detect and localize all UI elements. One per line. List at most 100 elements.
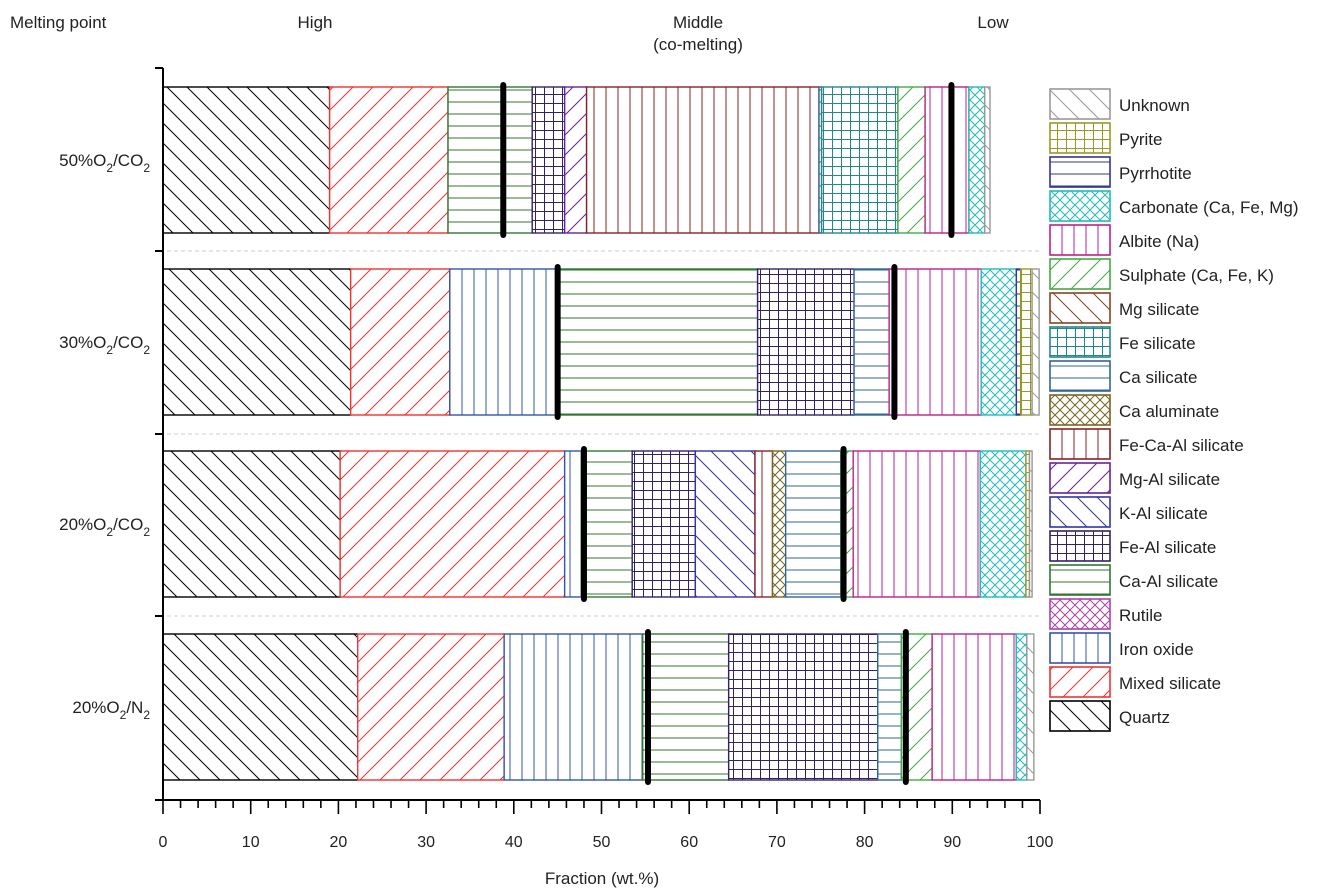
bar-segment-k-al-silicate [694,450,756,598]
low-label: Low [977,13,1009,32]
legend-label: Ca aluminate [1119,402,1219,421]
x-tick-label: 90 [943,834,961,851]
category-label: 50%O2/CO2 [59,151,150,175]
bar-segment-mixed-silicate [328,86,449,234]
x-tick-label: 100 [1027,834,1054,851]
legend-swatch-ca-aluminate [1049,394,1111,426]
legend-label: Fe-Ca-Al silicate [1119,436,1244,455]
legend-swatch-ca-al-silicate [1049,564,1111,596]
legend-label: Rutile [1119,606,1162,625]
bar-segment-ca-al-silicate [555,268,759,416]
legend-label: Fe-Al silicate [1119,538,1216,557]
legend-swatch-mixed-silicate [1049,666,1111,698]
bar-segment-fe-al-silicate [727,633,879,781]
bar-segment-mg-al-silicate [563,86,588,234]
bar-segment-ca-silicate [877,633,903,781]
bar-segment-albite-na [852,450,982,598]
legend-label: Ca-Al silicate [1119,572,1218,591]
legend-swatch-pyrite [1049,122,1111,154]
legend-swatch-fe-silicate [1049,326,1111,358]
bar-segment-unknown [984,86,991,234]
melting-point-label: Melting point [10,13,107,32]
bar-segment-pyrite [1020,268,1033,416]
legend-label: Pyrite [1119,130,1162,149]
legend-swatch-quartz [1049,700,1111,732]
bar-segment-ca-al-silicate [642,633,730,781]
bar-segment-iron-oxide [449,268,557,416]
bar-segment-unknown [1026,633,1035,781]
bar-segment-ca-aluminate [771,450,787,598]
legend-swatch-fe-al-silicate [1049,530,1111,562]
x-tick-label: 60 [680,834,698,851]
legend-swatch-k-al-silicate [1049,496,1111,528]
x-tick-label: 10 [242,834,260,851]
bar-segment-iron-oxide [563,450,583,598]
legend-swatch-pyrrhotite [1049,156,1111,188]
bar-segment-unknown [1031,268,1040,416]
bar-segment-mixed-silicate [339,450,566,598]
bar-segment-albite-na [931,633,1018,781]
y-axis: 50%O2/CO2 30%O2/CO2 20%O2/CO2 20%O2/N2 [59,67,164,801]
x-axis-title: Fraction (wt.%) [545,869,659,888]
legend-swatch-rutile [1049,598,1111,630]
bar-segment-carbonate-ca-fe-mg [979,450,1027,598]
x-tick-label: 0 [159,834,168,851]
boundaries-layer [500,82,955,785]
separators-layer [167,250,1040,617]
x-tick-label: 40 [505,834,523,851]
x-tick-label: 80 [856,834,874,851]
bar-segment-ca-al-silicate [447,86,533,234]
bar-segment-fe-al-silicate [756,268,855,416]
legend-swatch-ca-silicate [1049,360,1111,392]
x-tick-label: 50 [593,834,611,851]
legend-label: Sulphate (Ca, Fe, K) [1119,266,1274,285]
bar-segment-albite-na [888,268,982,416]
bar-segment-sulphate-ca-fe-k [897,86,926,234]
x-axis: 0 10 20 30 40 50 60 70 80 90 100 [159,799,1054,851]
bar-segment-quartz [162,268,352,416]
legend-label: Mg silicate [1119,300,1199,319]
bar-segment-fe-ca-al-silicate [754,450,774,598]
legend-swatch-fe-ca-al-silicate [1049,428,1111,460]
bar-segment-iron-oxide [503,633,644,781]
legend-swatch-mg-silicate [1049,292,1111,324]
legend-label: Ca silicate [1119,368,1197,387]
category-label: 20%O2/N2 [72,698,150,722]
bar-segment-ca-silicate [853,268,890,416]
bar-segment-fe-silicate [820,86,899,234]
category-label: 30%O2/CO2 [59,333,150,357]
legend-label: Unknown [1119,96,1190,115]
middle-sub-label: (co-melting) [653,35,743,54]
legend-label: Iron oxide [1119,640,1194,659]
legend-label: Carbonate (Ca, Fe, Mg) [1119,198,1299,217]
legend-label: Mg-Al silicate [1119,470,1220,489]
bar-segment-unknown [1028,450,1033,598]
legend-label: Mixed silicate [1119,674,1221,693]
legend-swatch-carbonate-ca-fe-mg [1049,190,1111,222]
bar-segment-mixed-silicate [349,268,451,416]
bar-segment-fe-al-silicate [631,450,697,598]
bar-segment-carbonate-ca-fe-mg [1015,633,1028,781]
bar-segment-albite-na [924,86,970,234]
bar-segment-quartz [162,633,359,781]
legend-label: K-Al silicate [1119,504,1208,523]
bar-segment-carbonate-ca-fe-mg [968,86,986,234]
bar-segment-ca-al-silicate [580,450,633,598]
legend-swatch-unknown [1049,88,1111,120]
bar-segment-quartz [162,450,341,598]
x-tick-label: 20 [330,834,348,851]
bar-segment-fe-al-silicate [531,86,566,234]
category-label: 20%O2/CO2 [59,515,150,539]
legend-label: Albite (Na) [1119,232,1199,251]
x-tick-label: 70 [768,834,786,851]
middle-label: Middle [673,13,723,32]
bar-segment-fe-ca-al-silicate [585,86,820,234]
x-tick-label: 30 [417,834,435,851]
legend-label: Fe silicate [1119,334,1196,353]
legend-swatch-sulphate-ca-fe-k [1049,258,1111,290]
bar-segment-quartz [162,86,331,234]
legend-swatch-albite-na [1049,224,1111,256]
legend-swatch-mg-al-silicate [1049,462,1111,494]
bar-segment-carbonate-ca-fe-mg [980,268,1018,416]
bar-segment-mixed-silicate [356,633,505,781]
